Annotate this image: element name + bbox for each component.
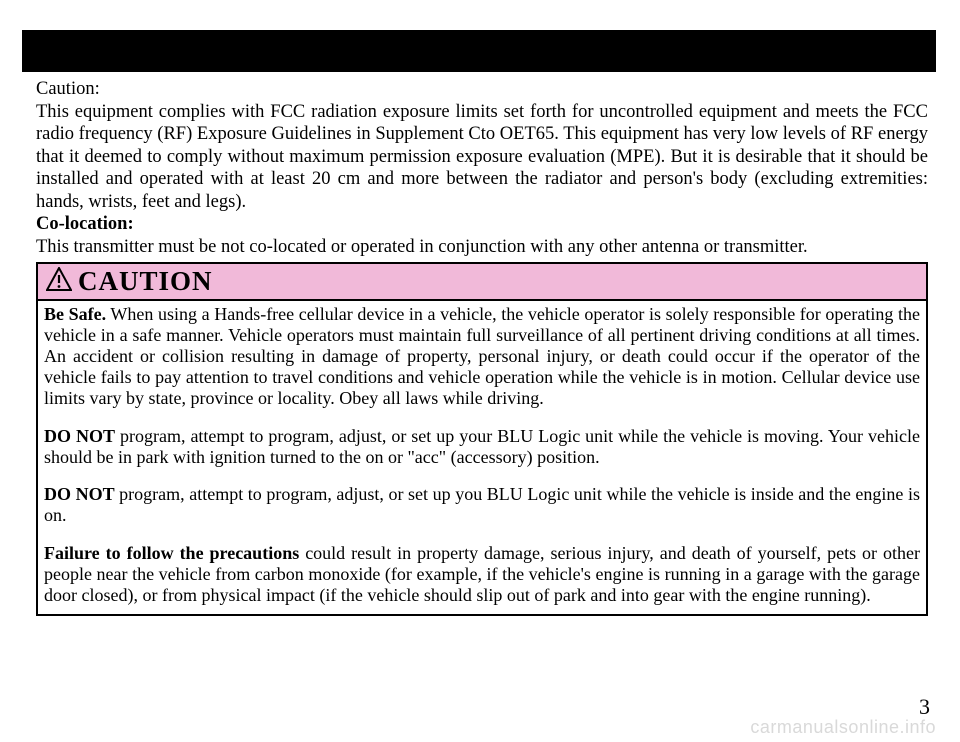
- gap: [44, 527, 920, 543]
- do-not-2-para: DO NOT program, attempt to program, adju…: [44, 484, 920, 526]
- caution-label: Caution:: [36, 78, 928, 101]
- paragraph-colocation: This transmitter must be not co-located …: [36, 236, 928, 259]
- warning-triangle-icon: [46, 267, 72, 296]
- do-not-1-para: DO NOT program, attempt to program, adju…: [44, 426, 920, 468]
- caution-box: CAUTION Be Safe. When using a Hands-free…: [36, 262, 928, 617]
- be-safe-para: Be Safe. When using a Hands-free cellula…: [44, 304, 920, 410]
- main-content: Caution: This equipment complies with FC…: [36, 78, 928, 616]
- failure-label: Failure to follow the precautions: [44, 543, 299, 563]
- gap: [44, 410, 920, 426]
- be-safe-text: When using a Hands-free cellular device …: [44, 304, 920, 409]
- watermark: carmanualsonline.info: [750, 717, 936, 738]
- do-not-2-label: DO NOT: [44, 484, 115, 504]
- colocation-label: Co-location:: [36, 213, 928, 236]
- be-safe-label: Be Safe.: [44, 304, 106, 324]
- paragraph-fcc: This equipment complies with FCC radiati…: [36, 101, 928, 214]
- caution-body: Be Safe. When using a Hands-free cellula…: [38, 301, 926, 615]
- failure-para: Failure to follow the precautions could …: [44, 543, 920, 607]
- caution-title: CAUTION: [78, 266, 213, 297]
- do-not-1-text: program, attempt to program, adjust, or …: [44, 426, 920, 467]
- caution-header: CAUTION: [38, 264, 926, 301]
- do-not-2-text: program, attempt to program, adjust, or …: [44, 484, 920, 525]
- do-not-1-label: DO NOT: [44, 426, 115, 446]
- header-black-bar: [22, 30, 936, 72]
- gap: [44, 468, 920, 484]
